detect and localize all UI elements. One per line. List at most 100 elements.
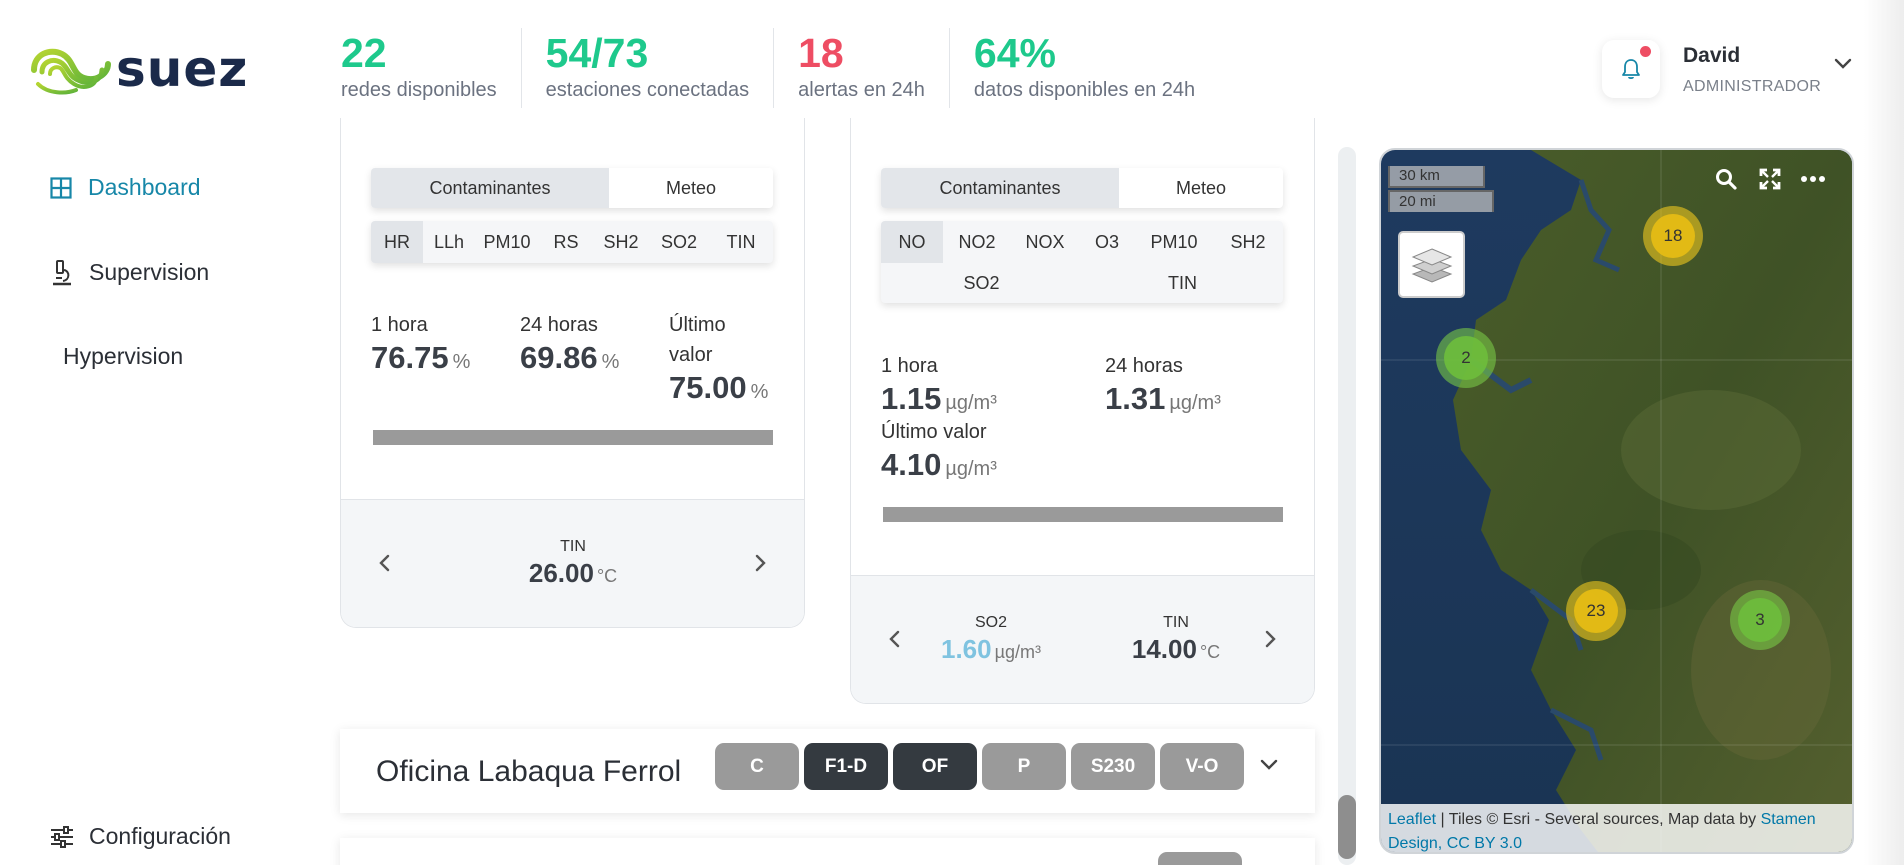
stat-value: 64% bbox=[973, 30, 1056, 76]
microscope-icon bbox=[49, 259, 75, 286]
metric-value: 75.00% bbox=[669, 370, 768, 406]
pollutant-option[interactable]: HR bbox=[371, 221, 423, 263]
metric-label: valor bbox=[669, 344, 713, 366]
station-tag[interactable]: S230 bbox=[1071, 743, 1155, 790]
pollutant-option[interactable]: O3 bbox=[1094, 231, 1119, 252]
logo-text: suez bbox=[116, 40, 249, 98]
attribution-text: | Tiles © Esri - Several sources, Map da… bbox=[1436, 811, 1761, 828]
tab-meteo[interactable]: Meteo bbox=[1175, 177, 1227, 198]
map-cluster-marker[interactable]: 23 bbox=[1566, 581, 1626, 641]
suez-logo[interactable]: suez bbox=[28, 40, 248, 98]
user-name: David bbox=[1683, 44, 1741, 67]
stat-value: 54/73 bbox=[545, 30, 649, 76]
prev-button[interactable] bbox=[884, 629, 904, 649]
pollutant-selector: HR LLh PM10 RS SH2 SO2 TIN bbox=[371, 221, 773, 263]
station-tag[interactable]: C bbox=[715, 743, 799, 790]
map-cluster-marker[interactable]: 3 bbox=[1730, 590, 1790, 650]
pollutant-option[interactable]: PM10 bbox=[1150, 231, 1198, 252]
metric-unit: % bbox=[601, 351, 620, 373]
search-icon bbox=[1716, 169, 1737, 190]
footer-unit: °C bbox=[596, 566, 618, 586]
stations-map[interactable]: 30 km 20 mi 18 2 23 bbox=[1379, 148, 1854, 854]
metric-label: Último valor bbox=[881, 421, 987, 443]
footer-value: 26.00 °C bbox=[513, 558, 633, 589]
sidebar-item-dashboard[interactable]: Dashboard bbox=[48, 174, 201, 201]
next-button[interactable] bbox=[1261, 629, 1281, 649]
user-menu[interactable]: David ADMINISTRADOR bbox=[1683, 44, 1821, 96]
attribution-line-2[interactable]: Design, CC BY 3.0 bbox=[1388, 835, 1522, 852]
stamen-link[interactable]: Stamen bbox=[1760, 811, 1816, 828]
metric-24-horas: 24 horas 1.31 µg/m³ bbox=[1105, 351, 1221, 417]
chevron-down-icon[interactable] bbox=[1834, 58, 1852, 70]
metric-ultimo-valor: Último valor 75.00% bbox=[669, 310, 768, 406]
pollutant-option[interactable]: SH2 bbox=[1230, 231, 1266, 252]
map-more-button[interactable] bbox=[1798, 164, 1828, 194]
metric-value: 76.75% bbox=[371, 340, 470, 376]
metric-number: 4.10 bbox=[881, 447, 942, 482]
map-fullscreen-button[interactable] bbox=[1755, 164, 1785, 194]
leaflet-link[interactable]: Leaflet bbox=[1388, 811, 1437, 828]
content-scrollbar-thumb[interactable] bbox=[1338, 795, 1356, 859]
stat-stations: 54/73 estaciones conectadas bbox=[520, 28, 773, 108]
grid-icon bbox=[48, 175, 74, 201]
station-tag[interactable]: V-O bbox=[1160, 743, 1244, 790]
map-cluster-marker[interactable]: 18 bbox=[1643, 206, 1703, 266]
map-cluster-marker[interactable]: 2 bbox=[1436, 328, 1496, 388]
metric-unit: % bbox=[452, 351, 471, 373]
pollutant-option[interactable]: TIN bbox=[726, 231, 756, 252]
pollutant-option[interactable]: SH2 bbox=[603, 231, 639, 252]
sliders-icon bbox=[49, 824, 75, 850]
sidebar-item-hypervision[interactable]: Hypervision bbox=[63, 343, 183, 370]
pollutant-option[interactable]: LLh bbox=[433, 231, 465, 252]
chevron-down-icon[interactable] bbox=[1260, 759, 1278, 771]
metric-number: 76.75 bbox=[371, 340, 449, 375]
metric-value: 69.86% bbox=[520, 340, 619, 376]
pollutant-option[interactable]: NO bbox=[881, 221, 943, 263]
station-row-next[interactable] bbox=[340, 838, 1315, 865]
chevron-left-icon bbox=[379, 554, 390, 572]
content-scrollbar-track[interactable] bbox=[1338, 147, 1356, 865]
tab-contaminantes[interactable]: Contaminantes bbox=[881, 168, 1119, 208]
metric-number: 75.00 bbox=[669, 370, 747, 405]
suez-logo-mark-icon bbox=[31, 48, 111, 95]
pollutant-option[interactable]: NO2 bbox=[958, 231, 996, 252]
chevron-right-icon bbox=[1265, 630, 1276, 648]
sidebar-item-supervision[interactable]: Supervision bbox=[49, 259, 209, 286]
next-button[interactable] bbox=[751, 553, 771, 573]
page-edge-shade bbox=[1864, 0, 1904, 865]
pollutant-option[interactable]: RS bbox=[553, 231, 579, 252]
scale-km: 30 km bbox=[1388, 166, 1485, 188]
pollutant-option[interactable]: NOX bbox=[1025, 231, 1065, 252]
footer-value: 1.60 µg/m³ bbox=[911, 634, 1071, 665]
pollutant-option[interactable]: TIN bbox=[1168, 272, 1197, 293]
tab-contaminantes[interactable]: Contaminantes bbox=[371, 168, 609, 208]
pollutant-option[interactable]: PM10 bbox=[483, 231, 531, 252]
metric-label: 1 hora bbox=[371, 314, 428, 336]
prev-button[interactable] bbox=[374, 553, 394, 573]
footer-number: 14.00 bbox=[1131, 634, 1197, 664]
category-tabs: Contaminantes Meteo bbox=[371, 168, 773, 208]
pollutant-option[interactable]: SO2 bbox=[660, 231, 698, 252]
sidebar-item-configuracion[interactable]: Configuración bbox=[49, 823, 231, 850]
metric-value: 1.15 µg/m³ bbox=[881, 381, 997, 417]
map-search-button[interactable] bbox=[1711, 164, 1741, 194]
station-title: Oficina Labaqua Ferrol bbox=[376, 755, 682, 788]
station-tag[interactable]: OF bbox=[893, 743, 977, 790]
station-tag[interactable]: F1-D bbox=[804, 743, 888, 790]
pollutant-selector: NO NO2 NOX O3 PM10 SH2 SO2 TIN bbox=[881, 221, 1283, 303]
footer-label: TIN bbox=[560, 538, 586, 555]
station-tag[interactable]: P bbox=[982, 743, 1066, 790]
stat-value: 18 bbox=[798, 30, 844, 76]
station-row-oficina-labaqua-ferrol[interactable]: Oficina Labaqua Ferrol C F1-D OF P S230 … bbox=[340, 729, 1315, 813]
layers-button[interactable] bbox=[1398, 231, 1465, 298]
bell-icon bbox=[1622, 59, 1640, 80]
tab-meteo[interactable]: Meteo bbox=[665, 177, 717, 198]
metric-unit: % bbox=[750, 381, 769, 403]
stat-alerts: 18 alertas en 24h bbox=[773, 28, 949, 108]
pollutant-option[interactable]: SO2 bbox=[963, 272, 1000, 293]
station-tag[interactable] bbox=[1158, 852, 1242, 865]
level-bar bbox=[373, 430, 773, 445]
footer-reading-so2: SO2 1.60 µg/m³ bbox=[911, 614, 1071, 665]
level-bar bbox=[883, 507, 1283, 522]
notifications-button[interactable] bbox=[1602, 40, 1660, 98]
